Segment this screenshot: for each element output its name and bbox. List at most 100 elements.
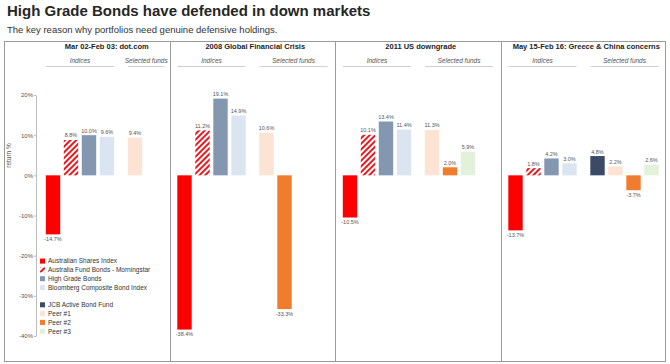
data-label: -10.5% [341,219,359,225]
bar [343,175,357,217]
bar [195,130,209,175]
data-label: 14.9% [231,108,247,114]
data-label: 13.4% [378,114,394,120]
y-tick: 10% [21,133,36,139]
y-tick-label: -30% [19,293,34,299]
bar [100,137,114,176]
y-tick-mark [34,216,36,217]
data-label: 11.2% [195,123,210,129]
data-label: 19.1% [213,91,229,97]
y-tick-mark [34,135,36,136]
data-label: 3.0% [563,156,576,162]
legend-swatch [40,320,45,325]
y-tick: 0% [24,173,36,179]
legend-swatch [40,267,45,272]
chart-svg: High Grade Bonds have defended in down m… [0,0,670,364]
bar [544,158,558,175]
y-tick-mark [34,95,36,96]
group-heading: Indices [70,57,91,64]
y-tick: -30% [19,293,36,299]
y-axis-title: return % [5,143,12,168]
chart-title: High Grade Bonds have defended in down m… [7,2,370,19]
group-underline [128,66,165,67]
legend-swatch [40,329,45,334]
panel-title: 2011 US downgrade [385,42,456,51]
legend-swatch [40,276,45,281]
panel-title: May 15-Feb 16: Greece & China concerns [513,42,660,51]
data-label: -33.3% [276,311,294,317]
y-tick-mark [34,336,36,337]
group-heading: Selected funds [125,57,169,64]
data-label: 1.8% [527,161,540,167]
bar [231,115,245,175]
panel-separator [501,41,502,362]
plot-frame [5,42,666,362]
panel-separator [170,41,171,362]
data-label: 11.3% [424,122,439,128]
data-label: 2.2% [609,159,622,165]
bar [443,167,457,175]
legend-label: Peer #3 [48,328,71,335]
y-axis: -40% -30% -20% -10% 0% 10% 20% [19,92,37,339]
y-tick-label: -40% [19,333,34,339]
data-label: 10.0% [81,128,97,134]
legend-swatch [40,285,45,290]
group-underline [260,66,328,67]
data-label: 10.1% [360,127,376,133]
group-underline [178,66,246,67]
bar [128,138,142,176]
legend-swatch [40,302,45,307]
panel-separator [335,41,336,362]
group-underline [425,66,493,67]
bar [626,175,640,190]
data-label: 4.2% [545,151,558,157]
legend-item: Peer #3 [40,328,71,335]
data-label: 9.6% [101,129,114,135]
bar [397,130,411,176]
bar [213,99,227,176]
y-tick-mark [34,296,36,297]
y-tick-label: 20% [21,92,34,98]
group-heading: Indices [532,57,553,64]
legend-label: High Grade Bonds [48,275,102,283]
chart-subtitle: The key reason why portfolios need genui… [7,24,277,35]
group-heading: Selected funds [272,57,316,64]
legend-label: Bloomberg Composite Bond Index [48,284,148,292]
group-underline [343,66,411,67]
group-underline [509,66,577,67]
legend-item: Peer #2 [40,319,71,326]
bar [461,152,475,176]
y-tick-label: -10% [19,213,34,219]
data-label: -14.7% [44,236,62,242]
legend-item: Australian Shares Index [40,257,118,264]
data-label: 5.9% [462,144,475,150]
legend-swatch [40,259,45,264]
bar [361,135,375,176]
legend-label: Peer #1 [48,310,71,317]
data-label: -13.7% [507,232,525,238]
legend-label: Peer #2 [48,319,71,326]
panel-title: 2008 Global Financial Crisis [205,42,305,51]
legend-label: Australian Shares Index [48,257,118,264]
data-label: -3.7% [626,192,640,198]
data-label: -38.4% [176,331,194,337]
group-underline [591,66,659,67]
bar [277,175,291,309]
data-label: 11.4% [396,122,411,128]
y-tick-label: -20% [19,253,34,259]
bar [590,156,604,175]
y-tick: 20% [21,92,36,98]
bar [64,140,78,175]
bars [46,99,659,330]
data-label: 2.6% [645,157,658,163]
texts: Mar 02-Feb 03: dot.comIndices-14.7%8.8%1… [44,42,660,337]
group-heading: Indices [201,57,222,64]
legend-item: Australia Fund Bonds - Morningstar [40,266,151,274]
legend-swatch [40,311,45,316]
data-label: 4.8% [591,149,604,155]
bar [177,175,191,329]
y-tick: -10% [19,213,36,219]
bar [259,133,273,176]
legend-label: JCB Active Bond Fund [48,301,113,308]
panel-title: Mar 02-Feb 03: dot.com [65,42,149,51]
